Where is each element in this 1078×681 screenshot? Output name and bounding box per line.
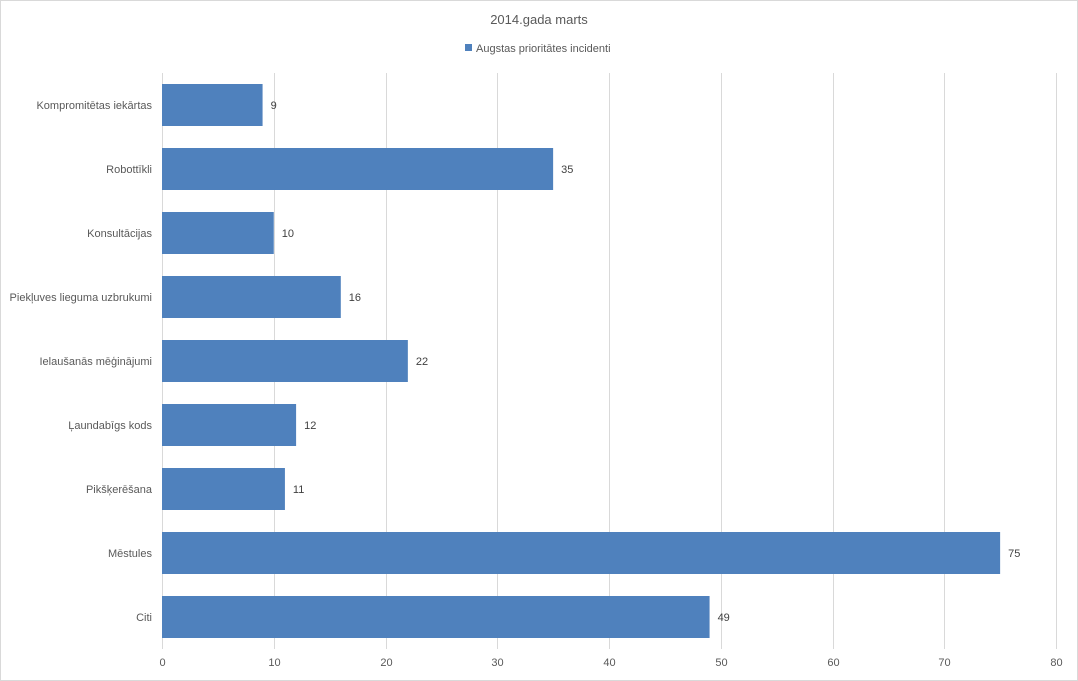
- x-tick-label: 40: [603, 657, 615, 669]
- bar: [162, 84, 263, 126]
- data-label: 12: [304, 420, 316, 432]
- category-label: Kompromitētas iekārtas: [36, 100, 152, 112]
- data-label: 10: [282, 228, 294, 240]
- x-tick-label: 20: [380, 657, 392, 669]
- x-tick-label: 70: [938, 657, 950, 669]
- legend-swatch: [465, 44, 472, 51]
- x-tick-label: 80: [1050, 657, 1062, 669]
- bar: [162, 212, 274, 254]
- data-label: 9: [271, 100, 277, 112]
- bar: [162, 404, 297, 446]
- category-labels: Kompromitētas iekārtas Robottīkli Konsultā…: [10, 100, 153, 624]
- category-label: Robottīkli: [106, 164, 152, 176]
- x-tick-label: 60: [827, 657, 839, 669]
- x-tick-label: 30: [491, 657, 503, 669]
- bar: [162, 468, 285, 510]
- bar: [162, 532, 1001, 574]
- bars: [162, 84, 1001, 638]
- x-axis-tick-labels: 0 10 20 30 40 50 60 70 80: [159, 657, 1062, 669]
- data-label: 35: [561, 164, 573, 176]
- legend-label: Augstas prioritātes incidenti: [476, 43, 611, 55]
- category-label: Ļaundabīgs kods: [68, 420, 152, 432]
- x-tick-label: 10: [268, 657, 280, 669]
- category-label: Citi: [136, 612, 152, 624]
- category-label: Piekļuves lieguma uzbrukumi: [10, 292, 152, 304]
- data-label: 75: [1008, 548, 1020, 560]
- bar: [162, 276, 341, 318]
- data-labels: 9 35 10 16 22 12 11 75 49: [271, 100, 1021, 624]
- data-label: 16: [349, 292, 361, 304]
- data-label: 22: [416, 356, 428, 368]
- data-label: 11: [293, 484, 304, 496]
- category-label: Ielaušanās mēģinājumi: [39, 355, 152, 368]
- x-tick-label: 0: [159, 657, 165, 669]
- category-label: Mēstules: [108, 548, 153, 560]
- chart-title: 2014.gada marts: [490, 12, 588, 27]
- category-label: Konsultācijas: [87, 228, 152, 240]
- legend: Augstas prioritātes incidenti: [465, 43, 611, 55]
- data-label: 49: [718, 612, 730, 624]
- bar: [162, 596, 710, 638]
- bar: [162, 340, 408, 382]
- x-tick-label: 50: [715, 657, 727, 669]
- bar: [162, 148, 554, 190]
- category-label: Pikšķerēšana: [86, 484, 153, 496]
